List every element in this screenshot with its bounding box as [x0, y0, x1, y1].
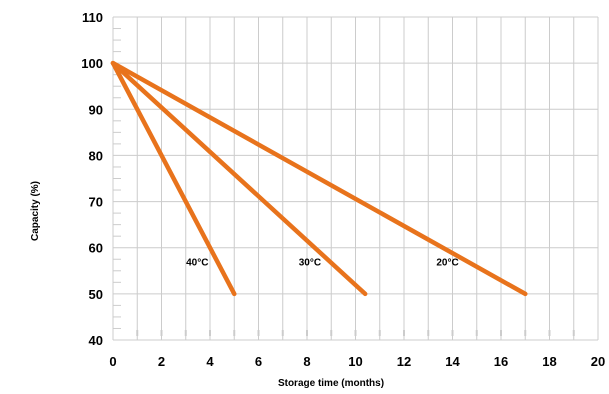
y-tick-label: 100 — [81, 56, 103, 71]
x-tick-label: 4 — [206, 354, 214, 369]
x-tick-label: 8 — [303, 354, 310, 369]
series-line-2 — [110, 60, 528, 297]
y-tick-label: 60 — [89, 241, 103, 256]
x-tick-label: 12 — [397, 354, 411, 369]
series-label-1: 30°C — [299, 258, 321, 269]
x-tick-label: 6 — [255, 354, 262, 369]
grid — [112, 16, 599, 341]
x-tick-labels: 0 2 4 6 8 10 12 14 16 18 20 — [109, 354, 605, 369]
series-line-0 — [110, 60, 237, 297]
y-tick-label: 80 — [89, 148, 103, 163]
series-labels: 40°C 30°C 20°C — [186, 258, 459, 269]
series-label-2: 20°C — [436, 258, 458, 269]
y-tick-label: 110 — [82, 10, 103, 25]
x-tick-label: 16 — [494, 354, 508, 369]
y-tick-label: 90 — [89, 102, 103, 117]
x-tick-label: 10 — [348, 354, 362, 369]
x-tick-label: 20 — [591, 354, 605, 369]
y-tick-label: 70 — [89, 195, 103, 210]
x-axis-label: Storage time (months) — [278, 378, 384, 389]
series-line-1 — [110, 60, 368, 297]
x-tick-label: 2 — [158, 354, 165, 369]
x-tick-label: 14 — [445, 354, 460, 369]
minor-ticks — [113, 28, 575, 336]
y-axis-label: Capacity (%) — [30, 181, 41, 241]
x-tick-label: 18 — [542, 354, 556, 369]
y-tick-label: 50 — [89, 287, 103, 302]
y-tick-labels: 40 50 60 70 80 90 100 110 — [81, 10, 103, 348]
series-lines — [110, 60, 528, 297]
y-tick-label: 40 — [89, 333, 103, 348]
x-tick-label: 0 — [109, 354, 116, 369]
series-label-0: 40°C — [186, 258, 208, 269]
